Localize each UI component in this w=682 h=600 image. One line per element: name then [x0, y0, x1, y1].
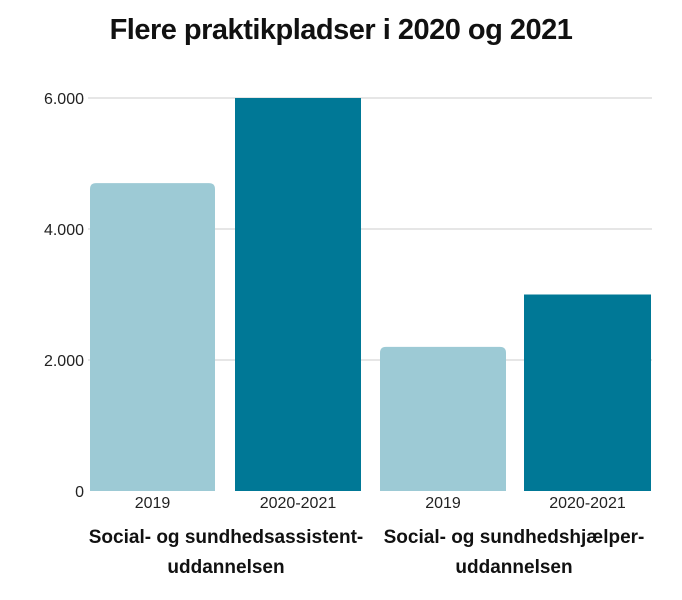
x-category-label: 2019: [425, 495, 461, 512]
y-tick-label: 6.000: [44, 91, 84, 108]
x-category-label: 2019: [135, 495, 171, 512]
group-label-hjaelper-line1: Social- og sundhedshjælper-: [383, 527, 645, 548]
chart-title: Flere praktikpladser i 2020 og 2021: [109, 14, 573, 46]
group-label-assistent-line1: Social- og sundhedsassistent-: [88, 527, 364, 548]
group-label-hjaelper-line2: uddannelsen: [455, 557, 573, 578]
y-tick-label: 2.000: [44, 353, 84, 370]
bar-assistent-2020-2021: [235, 98, 361, 491]
x-category-label: 2020-2021: [260, 495, 337, 512]
bar-assistent-2019: [90, 183, 215, 491]
group-label-assistent-line2: uddannelsen: [167, 557, 285, 578]
y-tick-label: 4.000: [44, 222, 84, 239]
bar-hjaelper-2020-2021: [524, 294, 651, 491]
group-label-hjaelper: Social- og sundhedshjælper- uddannelsen: [364, 523, 664, 583]
y-tick-label: 0: [75, 484, 84, 501]
group-label-assistent: Social- og sundhedsassistent- uddannelse…: [76, 523, 376, 583]
x-category-label: 2020-2021: [549, 495, 626, 512]
bar-hjaelper-2019: [380, 346, 506, 491]
